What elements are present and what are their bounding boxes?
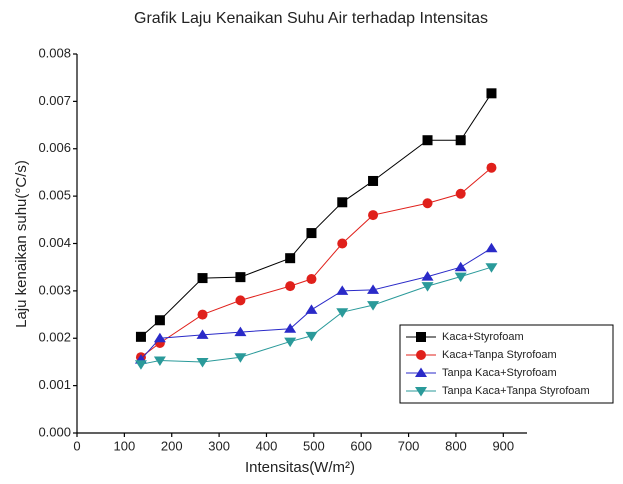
marker — [284, 337, 297, 348]
marker — [285, 281, 296, 292]
y-tick-label: 0.004 — [38, 235, 71, 250]
marker — [368, 175, 379, 186]
marker — [455, 135, 466, 146]
marker — [416, 350, 426, 360]
marker — [306, 274, 317, 285]
legend-label: Kaca+Tanpa Styrofoam — [442, 349, 557, 361]
marker — [337, 238, 348, 249]
x-tick-label: 200 — [161, 438, 183, 453]
marker — [197, 309, 208, 320]
marker — [134, 360, 147, 370]
x-tick-label: 900 — [492, 438, 514, 453]
marker — [485, 263, 498, 273]
marker — [305, 304, 318, 314]
legend-label: Kaca+Styrofoam — [442, 331, 524, 343]
marker — [422, 198, 433, 209]
legend-box — [399, 324, 614, 404]
marker — [416, 332, 426, 342]
marker — [368, 210, 379, 221]
marker — [337, 197, 348, 208]
marker — [153, 356, 166, 367]
marker — [305, 331, 318, 342]
marker — [454, 272, 467, 283]
marker — [336, 308, 349, 318]
y-tick-label: 0.005 — [38, 188, 71, 203]
y-tick-label: 0.001 — [38, 377, 71, 392]
marker — [486, 162, 497, 173]
marker — [135, 331, 146, 342]
marker — [153, 332, 166, 343]
marker — [154, 315, 165, 326]
marker — [455, 188, 466, 199]
marker — [234, 326, 247, 337]
marker — [284, 323, 297, 333]
legend-label: Tanpa Kaca+Tanpa Styrofoam — [442, 385, 590, 397]
marker — [485, 242, 498, 253]
marker — [367, 284, 380, 294]
y-tick-label: 0.002 — [38, 330, 71, 345]
marker — [421, 271, 434, 281]
marker — [285, 253, 296, 264]
x-tick-label: 300 — [208, 438, 230, 453]
y-tick-label: 0.000 — [38, 424, 71, 439]
marker — [454, 261, 467, 272]
y-tick-label: 0.008 — [38, 45, 71, 60]
x-tick-label: 400 — [256, 438, 278, 453]
marker — [234, 353, 247, 363]
legend-label: Tanpa Kaca+Styrofoam — [442, 367, 557, 379]
x-tick-label: 0 — [73, 438, 80, 453]
x-tick-label: 800 — [445, 438, 467, 453]
series-line — [140, 93, 492, 338]
y-tick-label: 0.007 — [38, 93, 71, 108]
marker — [306, 228, 317, 239]
y-tick-label: 0.003 — [38, 282, 71, 297]
y-tick-label: 0.006 — [38, 140, 71, 155]
y-axis-label: Laju kenaikan suhu(°C/s) — [13, 160, 30, 328]
marker — [197, 273, 208, 284]
x-axis-label: Intensitas(W/m²) — [245, 459, 355, 476]
x-tick-label: 500 — [303, 438, 325, 453]
marker — [235, 272, 246, 283]
marker — [235, 295, 246, 306]
x-tick-label: 100 — [114, 438, 136, 453]
marker — [336, 285, 349, 295]
marker — [421, 282, 434, 292]
marker — [486, 88, 497, 99]
x-tick-label: 700 — [398, 438, 420, 453]
marker — [415, 387, 427, 397]
marker — [196, 357, 209, 368]
x-tick-label: 600 — [350, 438, 372, 453]
marker — [367, 301, 380, 311]
marker — [415, 367, 427, 377]
marker — [196, 329, 209, 339]
chart-title: Grafik Laju Kenaikan Suhu Air terhadap I… — [134, 10, 488, 27]
marker — [422, 135, 433, 146]
